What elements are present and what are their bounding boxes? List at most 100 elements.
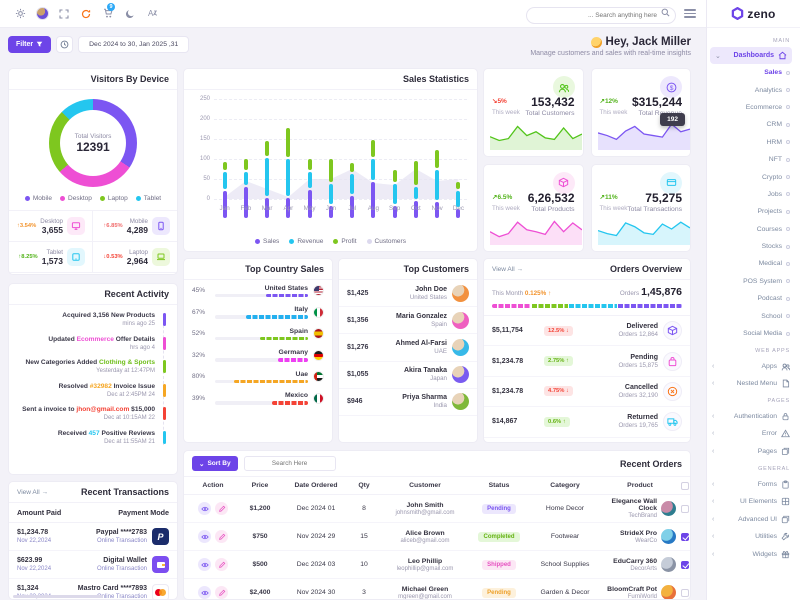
view-button[interactable] (198, 558, 211, 571)
sort-by-button[interactable]: ⌄ Sort By (192, 456, 238, 471)
sidebar-item-ui-elements[interactable]: ‹ UI Elements (710, 493, 792, 511)
sidebar-item-podcast[interactable]: Podcast (710, 290, 792, 307)
bar-sales-feb[interactable] (243, 186, 248, 218)
sidebar-item-jobs[interactable]: Jobs (710, 186, 792, 203)
bar-sales-may[interactable] (307, 190, 312, 218)
bar-sales-sep[interactable] (392, 206, 397, 218)
column-header[interactable]: Customer (409, 482, 441, 489)
column-header[interactable]: Qty (358, 482, 370, 489)
cart-icon[interactable]: 9 (98, 2, 118, 24)
sidebar-item-projects[interactable]: Projects (710, 203, 792, 220)
bar-sales-jun[interactable] (328, 206, 333, 218)
translate-icon[interactable]: A (142, 4, 162, 24)
column-header[interactable]: Action (202, 482, 224, 489)
bar-profit-apr[interactable] (286, 128, 291, 157)
fullscreen-icon[interactable] (54, 4, 74, 24)
bar-revenue-aug[interactable] (371, 159, 376, 180)
legend-item-profit[interactable]: Profit (333, 238, 357, 245)
bar-sales-oct[interactable] (413, 201, 418, 218)
view-button[interactable] (198, 530, 211, 543)
sidebar-item-ecommerce[interactable]: Ecommerce (710, 99, 792, 116)
bar-revenue-feb[interactable] (243, 172, 248, 185)
column-header[interactable]: Product (627, 482, 653, 489)
user-avatar[interactable] (32, 4, 52, 24)
sidebar-item-social-media[interactable]: Social Media (710, 325, 792, 342)
sidebar-item-school[interactable]: School (710, 307, 792, 324)
sidebar-item-hrm[interactable]: HRM (710, 134, 792, 151)
sidebar-item-sales[interactable]: Sales (710, 64, 792, 81)
sidebar-item-medical[interactable]: Medical (710, 255, 792, 272)
edit-button[interactable] (215, 586, 228, 599)
legend-item-tablet[interactable]: Tablet (135, 195, 161, 202)
sidebar-item-forms[interactable]: ‹ Forms (710, 475, 792, 493)
view-all-link[interactable]: View All → (492, 265, 523, 273)
sidebar-item-stocks[interactable]: Stocks (710, 238, 792, 255)
horizontal-scrollbar[interactable] (13, 595, 103, 598)
row-checkbox[interactable] (681, 560, 689, 569)
column-header[interactable]: Category (550, 482, 580, 489)
bar-profit-sep[interactable] (392, 169, 397, 183)
view-all-link[interactable]: View All → (17, 488, 48, 496)
refresh-icon[interactable] (76, 4, 96, 24)
bar-profit-mar[interactable] (265, 141, 270, 156)
sidebar-item-nft[interactable]: NFT (710, 151, 792, 168)
bar-revenue-may[interactable] (307, 172, 312, 189)
edit-button[interactable] (215, 558, 228, 571)
bar-revenue-nov[interactable] (435, 169, 440, 200)
column-header[interactable]: Price (251, 482, 269, 489)
bar-revenue-sep[interactable] (392, 184, 397, 205)
search-input[interactable] (526, 6, 676, 24)
dark-mode-icon[interactable] (120, 4, 140, 24)
legend-item-customers[interactable]: Customers (366, 238, 406, 245)
select-all-checkbox[interactable] (681, 481, 689, 490)
bar-revenue-dec[interactable] (456, 190, 461, 208)
sidebar-item-widgets[interactable]: ‹ Widgets (710, 546, 792, 564)
bar-sales-jan[interactable] (222, 191, 227, 218)
bar-profit-jun[interactable] (328, 158, 333, 183)
bar-profit-jul[interactable] (350, 162, 355, 172)
legend-item-sales[interactable]: Sales (255, 238, 279, 245)
bar-sales-mar[interactable] (265, 198, 270, 218)
sidebar-item-nested-menu[interactable]: ‹ Nested Menu (710, 375, 792, 393)
bar-profit-dec[interactable] (456, 182, 461, 189)
legend-item-revenue[interactable]: Revenue (289, 238, 323, 245)
settings-icon[interactable] (10, 4, 30, 24)
history-button[interactable] (56, 36, 74, 53)
bar-revenue-jun[interactable] (328, 184, 333, 205)
sidebar-item-apps[interactable]: ‹ Apps (710, 357, 792, 375)
bar-revenue-mar[interactable] (265, 158, 270, 196)
brand-logo[interactable]: zeno (707, 0, 800, 28)
edit-button[interactable] (215, 502, 228, 515)
bar-revenue-oct[interactable] (413, 186, 418, 200)
bar-revenue-jul[interactable] (350, 173, 355, 195)
bar-sales-jul[interactable] (350, 196, 355, 218)
sidebar-item-pos-system[interactable]: POS System (710, 273, 792, 290)
row-checkbox[interactable] (681, 504, 689, 513)
view-button[interactable] (198, 502, 211, 515)
edit-button[interactable] (215, 530, 228, 543)
menu-icon[interactable] (684, 7, 696, 20)
sidebar-item-courses[interactable]: Courses (710, 221, 792, 238)
sidebar-item-crm[interactable]: CRM (710, 116, 792, 133)
sidebar-item-utilities[interactable]: ‹ Utilities (710, 528, 792, 546)
column-header[interactable]: Status (488, 482, 510, 489)
orders-search-input[interactable] (243, 456, 336, 471)
bar-sales-nov[interactable] (435, 202, 440, 218)
sidebar-item-crypto[interactable]: Crypto (710, 168, 792, 185)
row-checkbox[interactable] (681, 532, 689, 541)
bar-sales-apr[interactable] (286, 198, 291, 218)
sidebar-item-dashboards[interactable]: ⌄ Dashboards (710, 47, 792, 64)
filter-button[interactable]: Filter (8, 36, 52, 53)
sidebar-item-pages[interactable]: ‹ Pages (710, 443, 792, 461)
column-header[interactable]: Date Ordered (294, 482, 338, 489)
bar-revenue-jan[interactable] (222, 172, 227, 190)
bar-profit-feb[interactable] (243, 158, 248, 170)
legend-item-mobile[interactable]: Mobile (24, 195, 52, 202)
sidebar-item-analytics[interactable]: Analytics (710, 81, 792, 98)
legend-item-laptop[interactable]: Laptop (99, 195, 128, 202)
legend-item-desktop[interactable]: Desktop (60, 195, 92, 202)
bar-sales-aug[interactable] (371, 181, 376, 218)
bar-sales-dec[interactable] (456, 209, 461, 218)
sidebar-item-advanced-ui[interactable]: ‹ Advanced UI (710, 510, 792, 528)
bar-profit-may[interactable] (307, 159, 312, 170)
